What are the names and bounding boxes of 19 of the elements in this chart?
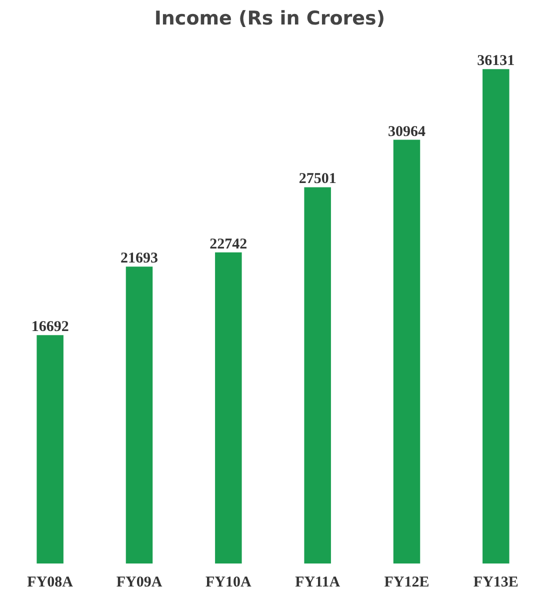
data-label: 16692 (31, 319, 69, 336)
bar (215, 252, 242, 564)
bar (304, 187, 331, 564)
x-tick-label: FY09A (116, 574, 162, 590)
x-tick-label: FY08A (27, 574, 74, 590)
data-label: 21693 (120, 250, 158, 267)
x-tick-label: FY12E (384, 574, 430, 590)
data-label: 36131 (477, 53, 515, 70)
bar (482, 69, 510, 564)
data-label: 27501 (298, 171, 336, 188)
x-tick-label: FY11A (295, 574, 340, 590)
x-tick-label: FY10A (206, 574, 252, 590)
chart-title: Income (Rs in Crores) (154, 8, 386, 30)
bar (393, 140, 420, 564)
bar (36, 335, 64, 564)
data-label: 22742 (210, 236, 248, 252)
data-label: 30964 (388, 124, 426, 140)
bar (126, 266, 153, 564)
x-tick-label: FY13E (473, 574, 518, 590)
